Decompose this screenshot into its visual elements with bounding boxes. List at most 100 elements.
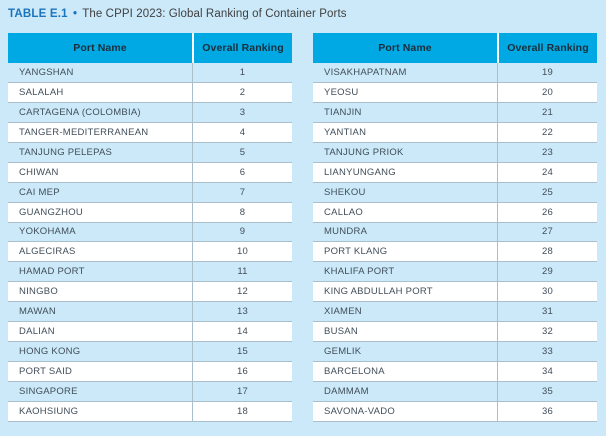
rank-cell: 28 bbox=[497, 242, 597, 262]
table-row: BARCELONA 34 bbox=[313, 362, 597, 382]
rank-cell: 11 bbox=[192, 262, 292, 282]
port-name-cell: TANJUNG PELEPAS bbox=[19, 146, 113, 158]
ranking-table-right: Port Name Overall Ranking VISAKHAPATNAM 1… bbox=[313, 33, 597, 422]
port-name-cell: SALALAH bbox=[19, 86, 64, 98]
port-name-cell: GEMLIK bbox=[324, 346, 362, 358]
rank-cell: 22 bbox=[497, 122, 597, 142]
table-title: TABLE E.1 • The CPPI 2023: Global Rankin… bbox=[8, 8, 347, 20]
table-row: KAOHSIUNG 18 bbox=[8, 401, 292, 422]
rank-cell: 32 bbox=[497, 322, 597, 342]
table-row: TIANJIN 21 bbox=[313, 102, 597, 123]
table-row: YANTIAN 22 bbox=[313, 122, 597, 143]
table-row: CARTAGENA (COLOMBIA) 3 bbox=[8, 102, 292, 123]
bullet-separator: • bbox=[73, 8, 78, 20]
port-name-cell: HAMAD PORT bbox=[19, 266, 85, 278]
table-row: YANGSHAN 1 bbox=[8, 63, 292, 83]
table-row: TANGER-MEDITERRANEAN 4 bbox=[8, 122, 292, 143]
rank-cell: 6 bbox=[192, 162, 292, 182]
table-row: DALIAN 14 bbox=[8, 322, 292, 343]
port-name-column-header: Port Name bbox=[378, 42, 432, 54]
table-row: MAWAN 13 bbox=[8, 302, 292, 323]
rank-cell: 9 bbox=[192, 222, 292, 242]
rank-cell: 5 bbox=[192, 142, 292, 162]
table-row: CALLAO 26 bbox=[313, 202, 597, 223]
table-row: NINGBO 12 bbox=[8, 282, 292, 303]
table-row: HAMAD PORT 11 bbox=[8, 262, 292, 283]
rank-cell: 21 bbox=[497, 102, 597, 122]
port-name-cell: BARCELONA bbox=[324, 366, 385, 378]
table-row: YOKOHAMA 9 bbox=[8, 222, 292, 243]
rank-cell: 3 bbox=[192, 102, 292, 122]
rank-cell: 26 bbox=[497, 202, 597, 222]
table-row: XIAMEN 31 bbox=[313, 302, 597, 323]
table-row: YEOSU 20 bbox=[313, 82, 597, 103]
port-name-cell: YANTIAN bbox=[324, 126, 367, 138]
table-row: SHEKOU 25 bbox=[313, 182, 597, 203]
table-title-text: The CPPI 2023: Global Ranking of Contain… bbox=[82, 8, 347, 20]
rank-cell: 25 bbox=[497, 182, 597, 202]
rank-cell: 12 bbox=[192, 282, 292, 302]
port-name-cell: NINGBO bbox=[19, 286, 58, 298]
rank-cell: 23 bbox=[497, 142, 597, 162]
port-name-cell: ALGECIRAS bbox=[19, 246, 76, 258]
port-name-cell: TANGER-MEDITERRANEAN bbox=[19, 126, 149, 138]
table-row: KHALIFA PORT 29 bbox=[313, 262, 597, 283]
port-name-cell: MAWAN bbox=[19, 306, 56, 318]
table-header: Port Name Overall Ranking bbox=[313, 33, 597, 63]
table-row: BUSAN 32 bbox=[313, 322, 597, 343]
table-row: GEMLIK 33 bbox=[313, 342, 597, 363]
port-name-cell: KING ABDULLAH PORT bbox=[324, 286, 433, 298]
port-name-cell: GUANGZHOU bbox=[19, 206, 83, 218]
rank-cell: 24 bbox=[497, 162, 597, 182]
port-name-cell: DALIAN bbox=[19, 326, 55, 338]
table-row: MUNDRA 27 bbox=[313, 222, 597, 243]
table-row: LIANYUNGANG 24 bbox=[313, 162, 597, 183]
port-name-cell: CAI MEP bbox=[19, 186, 60, 198]
port-name-cell: PORT SAID bbox=[19, 366, 73, 378]
rank-cell: 1 bbox=[192, 63, 292, 82]
port-name-cell: SINGAPORE bbox=[19, 385, 78, 397]
port-name-cell: CARTAGENA (COLOMBIA) bbox=[19, 106, 141, 118]
port-name-cell: YOKOHAMA bbox=[19, 226, 76, 238]
port-name-cell: VISAKHAPATNAM bbox=[324, 66, 407, 78]
table-row: TANJUNG PRIOK 23 bbox=[313, 142, 597, 163]
port-name-cell: HONG KONG bbox=[19, 346, 81, 358]
rank-cell: 2 bbox=[192, 82, 292, 102]
port-name-cell: YEOSU bbox=[324, 86, 359, 98]
port-name-cell: BUSAN bbox=[324, 326, 358, 338]
rank-cell: 27 bbox=[497, 222, 597, 242]
rank-cell: 8 bbox=[192, 202, 292, 222]
table-row: SAVONA-VADO 36 bbox=[313, 401, 597, 422]
table-row: HONG KONG 15 bbox=[8, 342, 292, 363]
port-name-cell: YANGSHAN bbox=[19, 66, 74, 78]
rank-cell: 33 bbox=[497, 342, 597, 362]
table-body: VISAKHAPATNAM 19 YEOSU 20 TIANJIN 21 YANTIAN 22… bbox=[313, 63, 597, 422]
table-row: TANJUNG PELEPAS 5 bbox=[8, 142, 292, 163]
rank-cell: 4 bbox=[192, 122, 292, 142]
overall-ranking-column-header: Overall Ranking bbox=[192, 33, 292, 63]
rank-cell: 13 bbox=[192, 302, 292, 322]
rank-cell: 30 bbox=[497, 282, 597, 302]
port-name-cell: TANJUNG PRIOK bbox=[324, 146, 404, 158]
port-name-cell: PORT KLANG bbox=[324, 246, 388, 258]
rank-cell: 14 bbox=[192, 322, 292, 342]
rank-cell: 15 bbox=[192, 342, 292, 362]
overall-ranking-column-header: Overall Ranking bbox=[497, 33, 597, 63]
tables-container: Port Name Overall Ranking YANGSHAN 1 SALAL… bbox=[8, 33, 597, 422]
rank-cell: 16 bbox=[192, 362, 292, 381]
rank-cell: 7 bbox=[192, 182, 292, 202]
table-row: PORT KLANG 28 bbox=[313, 242, 597, 263]
rank-cell: 18 bbox=[192, 401, 292, 421]
table-row: CHIWAN 6 bbox=[8, 162, 292, 183]
rank-cell: 17 bbox=[192, 382, 292, 401]
port-name-cell: MUNDRA bbox=[324, 226, 368, 238]
table-row: SALALAH 2 bbox=[8, 82, 292, 103]
table-header: Port Name Overall Ranking bbox=[8, 33, 292, 63]
port-name-cell: CHIWAN bbox=[19, 166, 59, 178]
table-title-label: TABLE E.1 bbox=[8, 8, 68, 20]
table-row: KING ABDULLAH PORT 30 bbox=[313, 282, 597, 303]
port-name-cell: DAMMAM bbox=[324, 385, 369, 397]
port-name-cell: XIAMEN bbox=[324, 306, 362, 318]
rank-cell: 19 bbox=[497, 63, 597, 82]
port-name-cell: SAVONA-VADO bbox=[324, 405, 396, 417]
